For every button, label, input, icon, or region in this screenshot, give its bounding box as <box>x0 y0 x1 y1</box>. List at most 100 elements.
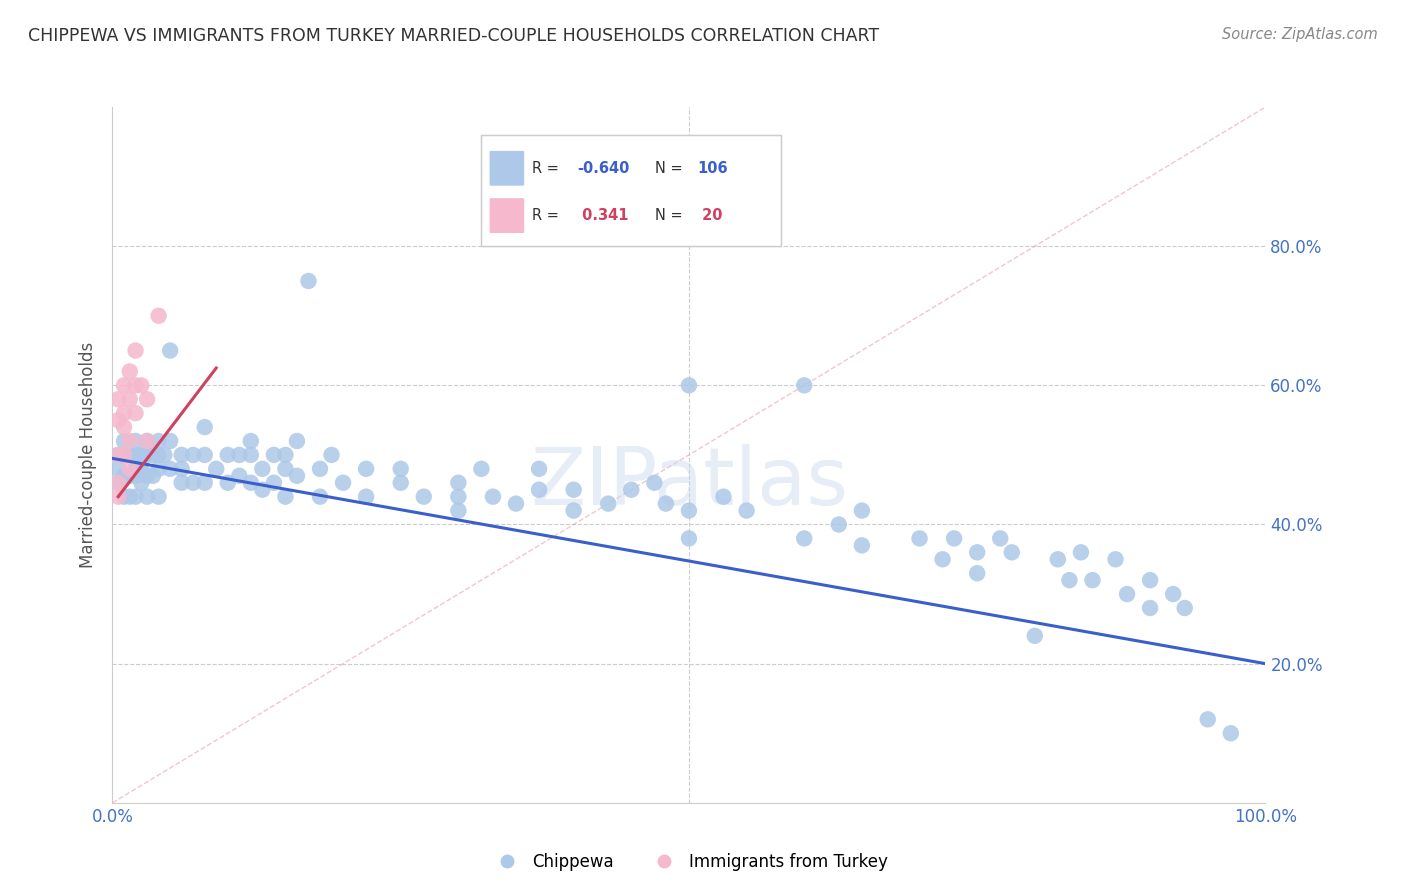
Point <box>297 274 319 288</box>
Point <box>159 343 181 358</box>
Point <box>124 406 146 420</box>
Point <box>170 475 193 490</box>
Point <box>148 490 170 504</box>
Point <box>159 434 181 448</box>
Point <box>124 468 146 483</box>
Point <box>107 475 129 490</box>
Point <box>228 468 250 483</box>
Point <box>118 490 141 504</box>
Point <box>470 462 492 476</box>
Point <box>181 448 204 462</box>
Point <box>107 392 129 407</box>
Point <box>1139 601 1161 615</box>
Point <box>124 378 146 392</box>
Point <box>129 448 153 462</box>
Point <box>527 483 550 497</box>
Point <box>321 448 343 462</box>
Point <box>274 490 297 504</box>
Point <box>678 378 700 392</box>
Point <box>129 475 153 490</box>
Point <box>966 545 988 559</box>
Point <box>1070 545 1092 559</box>
Point <box>129 462 153 476</box>
Point <box>148 448 170 462</box>
Point <box>148 462 170 476</box>
Point <box>274 462 297 476</box>
Point <box>655 497 678 511</box>
Point <box>966 566 988 581</box>
Text: CHIPPEWA VS IMMIGRANTS FROM TURKEY MARRIED-COUPLE HOUSEHOLDS CORRELATION CHART: CHIPPEWA VS IMMIGRANTS FROM TURKEY MARRI… <box>28 27 879 45</box>
Point <box>562 503 585 517</box>
Point <box>239 475 262 490</box>
Point <box>107 448 129 462</box>
Point <box>263 448 285 462</box>
Point <box>205 462 228 476</box>
Point <box>124 434 146 448</box>
Point <box>124 462 146 476</box>
Point <box>129 378 153 392</box>
Point <box>354 462 377 476</box>
Point <box>252 462 274 476</box>
Point <box>118 462 141 476</box>
Point <box>1081 573 1104 587</box>
Point <box>1024 629 1046 643</box>
Point <box>142 448 165 462</box>
Point <box>1174 601 1197 615</box>
Point <box>148 434 170 448</box>
Point <box>136 392 159 407</box>
Point <box>112 468 135 483</box>
Point <box>793 532 815 546</box>
Point <box>136 434 159 448</box>
Point <box>1059 573 1081 587</box>
Point <box>1197 712 1219 726</box>
Point <box>217 475 239 490</box>
Point <box>309 490 332 504</box>
Point <box>194 420 217 434</box>
Point <box>112 420 135 434</box>
Point <box>482 490 505 504</box>
Point <box>170 462 193 476</box>
Point <box>136 490 159 504</box>
Point <box>447 503 470 517</box>
Point <box>159 462 181 476</box>
Point <box>124 343 146 358</box>
Point <box>263 475 285 490</box>
Point <box>107 475 129 490</box>
Legend: Chippewa, Immigrants from Turkey: Chippewa, Immigrants from Turkey <box>484 847 894 878</box>
Point <box>112 448 135 462</box>
Point <box>112 490 135 504</box>
Point <box>153 448 176 462</box>
Point <box>217 448 239 462</box>
Point <box>228 448 250 462</box>
Point <box>194 448 217 462</box>
Point <box>562 483 585 497</box>
Point <box>136 434 159 448</box>
Point <box>1219 726 1241 740</box>
Point <box>309 462 332 476</box>
Point <box>124 448 146 462</box>
Point <box>447 490 470 504</box>
Point <box>118 448 141 462</box>
Point <box>252 483 274 497</box>
Point <box>285 434 308 448</box>
Point <box>118 392 141 407</box>
Point <box>713 490 735 504</box>
Point <box>1104 552 1126 566</box>
Point <box>1001 545 1024 559</box>
Point <box>851 503 873 517</box>
Point <box>988 532 1011 546</box>
Point <box>851 538 873 552</box>
Point <box>1161 587 1184 601</box>
Point <box>735 503 758 517</box>
Point <box>118 434 141 448</box>
Point <box>142 468 165 483</box>
Point <box>170 448 193 462</box>
Point <box>112 448 135 462</box>
Point <box>194 475 217 490</box>
Point <box>931 552 953 566</box>
Y-axis label: Married-couple Households: Married-couple Households <box>79 342 97 568</box>
Point <box>678 503 700 517</box>
Point <box>943 532 966 546</box>
Point <box>239 434 262 448</box>
Point <box>332 475 354 490</box>
